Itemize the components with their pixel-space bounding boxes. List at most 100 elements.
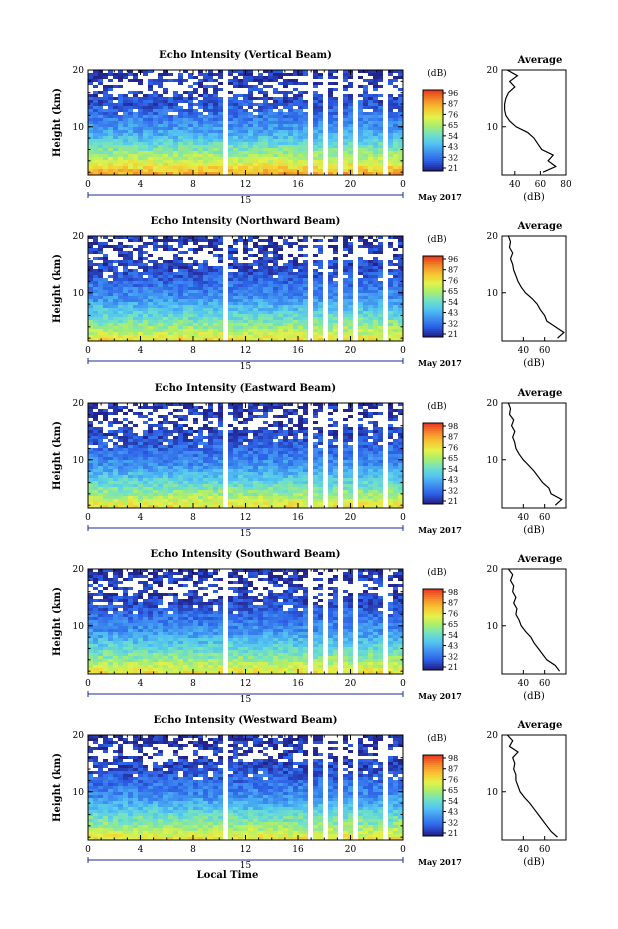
heatmap-cell [238,287,243,290]
heatmap-cell [128,73,133,76]
heatmap-cell [228,287,233,290]
heatmap-cell [263,499,268,502]
heatmap-cell [388,94,393,97]
heatmap-cell [123,299,128,302]
heatmap-cell [208,457,213,460]
heatmap-cell [398,284,403,287]
heatmap-cell [303,136,308,139]
heatmap-cell [178,445,183,448]
heatmap-cell [193,151,198,154]
heatmap-cell [263,133,268,136]
heatmap-cell [138,445,143,448]
heatmap-cell [213,308,218,311]
heatmap-cell [203,293,208,296]
heatmap-cell [88,242,93,245]
heatmap-cell [273,436,278,439]
heatmap-cell [178,172,183,175]
heatmap-cell [248,160,253,163]
heatmap-cell [103,172,108,175]
heatmap-cell [253,329,258,332]
heatmap-cell [138,415,143,418]
heatmap-cell [213,139,218,142]
heatmap-cell [193,121,198,124]
heatmap-cell [168,139,173,142]
heatmap-cell [368,160,373,163]
heatmap-cell [103,442,108,445]
heatmap-cell [108,166,113,169]
heatmap-cell [208,76,213,79]
heatmap-cell [103,305,108,308]
heatmap-cell [113,430,118,433]
heatmap-cell [113,454,118,457]
heatmap-cell [118,260,123,263]
heatmap-cell [93,136,98,139]
heatmap-cell [143,157,148,160]
heatmap-cell [268,163,273,166]
heatmap-cell [98,121,103,124]
heatmap-cell [238,475,243,478]
heatmap-cell [273,472,278,475]
heatmap-cell [373,329,378,332]
heatmap-cell [388,106,393,109]
heatmap-cell [183,445,188,448]
heatmap-cell [193,139,198,142]
heatmap-cell [348,272,353,275]
heatmap-cell [243,145,248,148]
heatmap-cell [178,433,183,436]
heatmap-cell [193,97,198,100]
heatmap-cell [258,403,263,406]
heatmap-cell [258,335,263,338]
heatmap-cell [123,335,128,338]
heatmap-cell [158,103,163,106]
heatmap-cell [283,73,288,76]
heatmap-cell [108,433,113,436]
heatmap-cell [233,79,238,82]
heatmap-cell [168,239,173,242]
heatmap-cell [398,332,403,335]
date-label: May 2017 [418,358,462,368]
heatmap-cell [248,445,253,448]
colorbar-segment [423,270,443,273]
panel-2: Echo Intensity (Northward Beam)1020Heigh… [52,216,567,372]
heatmap-cell [298,332,303,335]
heatmap-cell [108,305,113,308]
heatmap-cell [108,266,113,269]
heatmap-cell [258,172,263,175]
heatmap-cell [203,493,208,496]
heatmap-cell [318,112,323,115]
heatmap-cell [273,133,278,136]
heatmap-cell [103,466,108,469]
heatmap-cell [143,338,148,341]
heatmap-cell [313,287,318,290]
heatmap-cell [283,169,288,172]
heatmap-cell [293,88,298,91]
heatmap-cell [218,160,223,163]
heatmap-cell [343,320,348,323]
heatmap-cell [368,166,373,169]
heatmap-cell [173,457,178,460]
heatmap-cell [118,409,123,412]
heatmap-cell [228,154,233,157]
heatmap-cell [143,269,148,272]
heatmap-cell [128,442,133,445]
heatmap-cell [253,433,258,436]
heatmap-cell [288,172,293,175]
heatmap-cell [228,151,233,154]
heatmap-cell [273,335,278,338]
heatmap-cell [138,136,143,139]
colorbar-segment [423,330,443,334]
heatmap-cell [138,115,143,118]
y-tick-label: 20 [73,232,85,242]
heatmap-cell [268,133,273,136]
heatmap-cell [108,145,113,148]
heatmap-cell [163,484,168,487]
heatmap-cell [398,260,403,263]
heatmap-cell [153,79,158,82]
heatmap-cell [163,502,168,505]
heatmap-cell [163,133,168,136]
heatmap-cell [333,130,338,133]
heatmap-cell [198,94,203,97]
heatmap-cell [233,82,238,85]
heatmap-cell [248,136,253,139]
heatmap-cell [188,302,193,305]
